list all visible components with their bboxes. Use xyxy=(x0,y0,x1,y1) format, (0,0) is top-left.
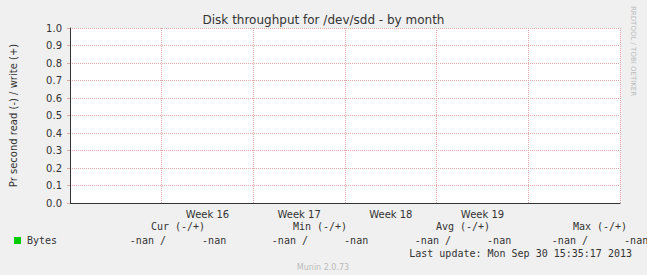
svg-text:Last update: Mon Sep 30 15:35:: Last update: Mon Sep 30 15:35:17 2013 xyxy=(409,248,632,259)
svg-text:-nan / -nan: -nan / -nan xyxy=(130,235,226,246)
svg-text:Munin 2.0.73: Munin 2.0.73 xyxy=(297,263,349,272)
svg-text:Bytes: Bytes xyxy=(27,235,57,246)
svg-text:0.4: 0.4 xyxy=(46,128,62,139)
svg-text:0.1: 0.1 xyxy=(46,180,62,191)
svg-text:Pr second read (-) / write (+): Pr second read (-) / write (+) xyxy=(8,44,19,187)
svg-text:0.6: 0.6 xyxy=(46,93,62,104)
svg-text:0.2: 0.2 xyxy=(46,163,62,174)
svg-text:Disk throughput for /dev/sdd -: Disk throughput for /dev/sdd - by month xyxy=(203,13,445,27)
svg-text:Week 18: Week 18 xyxy=(369,209,412,220)
svg-text:0.7: 0.7 xyxy=(46,75,62,86)
svg-text:Week 17: Week 17 xyxy=(278,209,321,220)
svg-text:0.5: 0.5 xyxy=(46,110,62,121)
svg-text:Week 19: Week 19 xyxy=(461,209,504,220)
svg-text:Max (-/+): Max (-/+) xyxy=(573,221,627,232)
svg-text:0.3: 0.3 xyxy=(46,145,62,156)
svg-text:Avg (-/+): Avg (-/+) xyxy=(436,221,490,232)
svg-text:1.0: 1.0 xyxy=(46,23,62,34)
svg-text:0.9: 0.9 xyxy=(46,40,62,51)
svg-text:RRDTOOL / TOBI OETIKER: RRDTOOL / TOBI OETIKER xyxy=(629,6,637,96)
svg-text:-nan / -nan: -nan / -nan xyxy=(552,235,647,246)
svg-text:Cur (-/+): Cur (-/+) xyxy=(151,221,205,232)
svg-text:Week 16: Week 16 xyxy=(186,209,229,220)
svg-text:0.8: 0.8 xyxy=(46,58,62,69)
svg-text:0.0: 0.0 xyxy=(46,198,62,209)
svg-text:-nan / -nan: -nan / -nan xyxy=(415,235,511,246)
svg-text:Min (-/+): Min (-/+) xyxy=(293,221,347,232)
svg-text:-nan / -nan: -nan / -nan xyxy=(272,235,368,246)
